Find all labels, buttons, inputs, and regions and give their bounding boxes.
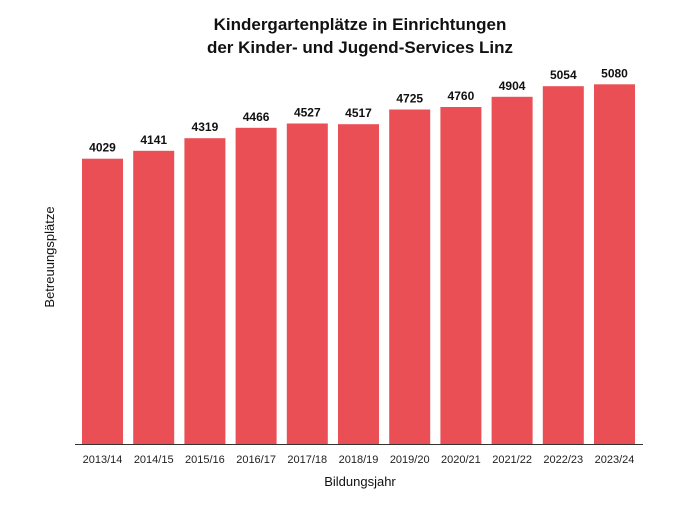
value-labels-group: 4029 4141 4319 4466 4527 4517 4725 4760 4904 5054… — [89, 66, 628, 154]
value-label-2013-14: 4029 — [89, 141, 116, 155]
x-tick-2017-18: 2017/18 — [287, 454, 327, 466]
bar-2019-20 — [389, 109, 431, 444]
bar-2021-22 — [491, 96, 533, 445]
x-tick-2014-15: 2014/15 — [134, 454, 174, 466]
x-tick-labels-group: 2013/14 2014/15 2015/16 2016/17 2017/18 2018/… — [83, 454, 635, 466]
y-axis-title: Betreuungsplätze — [42, 206, 57, 307]
x-tick-2021-22: 2021/22 — [492, 454, 532, 466]
x-tick-2022-23: 2022/23 — [543, 454, 583, 466]
value-label-2018-19: 4517 — [345, 106, 372, 120]
x-tick-2023-24: 2023/24 — [595, 454, 635, 466]
value-label-2015-16: 4319 — [192, 120, 219, 134]
x-tick-2016-17: 2016/17 — [236, 454, 276, 466]
bars-group — [82, 84, 635, 445]
bar-2022-23 — [542, 86, 584, 444]
bar-2017-18 — [286, 123, 328, 444]
x-tick-2013-14: 2013/14 — [83, 454, 123, 466]
bar-2014-15 — [133, 150, 175, 445]
bar-2016-17 — [235, 127, 277, 445]
x-tick-2020-21: 2020/21 — [441, 454, 481, 466]
bar-2020-21 — [440, 107, 482, 444]
x-tick-2015-16: 2015/16 — [185, 454, 225, 466]
chart-title-line-1: Kindergartenplätze in Einrichtungen — [214, 15, 507, 34]
value-label-2020-21: 4760 — [448, 89, 475, 103]
x-tick-2019-20: 2019/20 — [390, 454, 430, 466]
value-label-2016-17: 4466 — [243, 110, 270, 124]
bar-2023-24 — [594, 84, 635, 445]
chart-title-line-2: der Kinder- und Jugend-Services Linz — [207, 38, 513, 57]
bar-2013-14 — [82, 158, 123, 444]
value-label-2017-18: 4527 — [294, 106, 321, 120]
value-label-2019-20: 4725 — [396, 92, 423, 106]
value-label-2022-23: 5054 — [550, 68, 577, 82]
x-tick-2018-19: 2018/19 — [339, 454, 379, 466]
value-label-2023-24: 5080 — [601, 66, 628, 80]
bar-2018-19 — [338, 124, 379, 444]
bar-2015-16 — [184, 138, 226, 444]
x-axis-title: Bildungsjahr — [324, 474, 396, 489]
value-label-2014-15: 4141 — [140, 133, 167, 147]
value-label-2021-22: 4904 — [499, 79, 526, 93]
